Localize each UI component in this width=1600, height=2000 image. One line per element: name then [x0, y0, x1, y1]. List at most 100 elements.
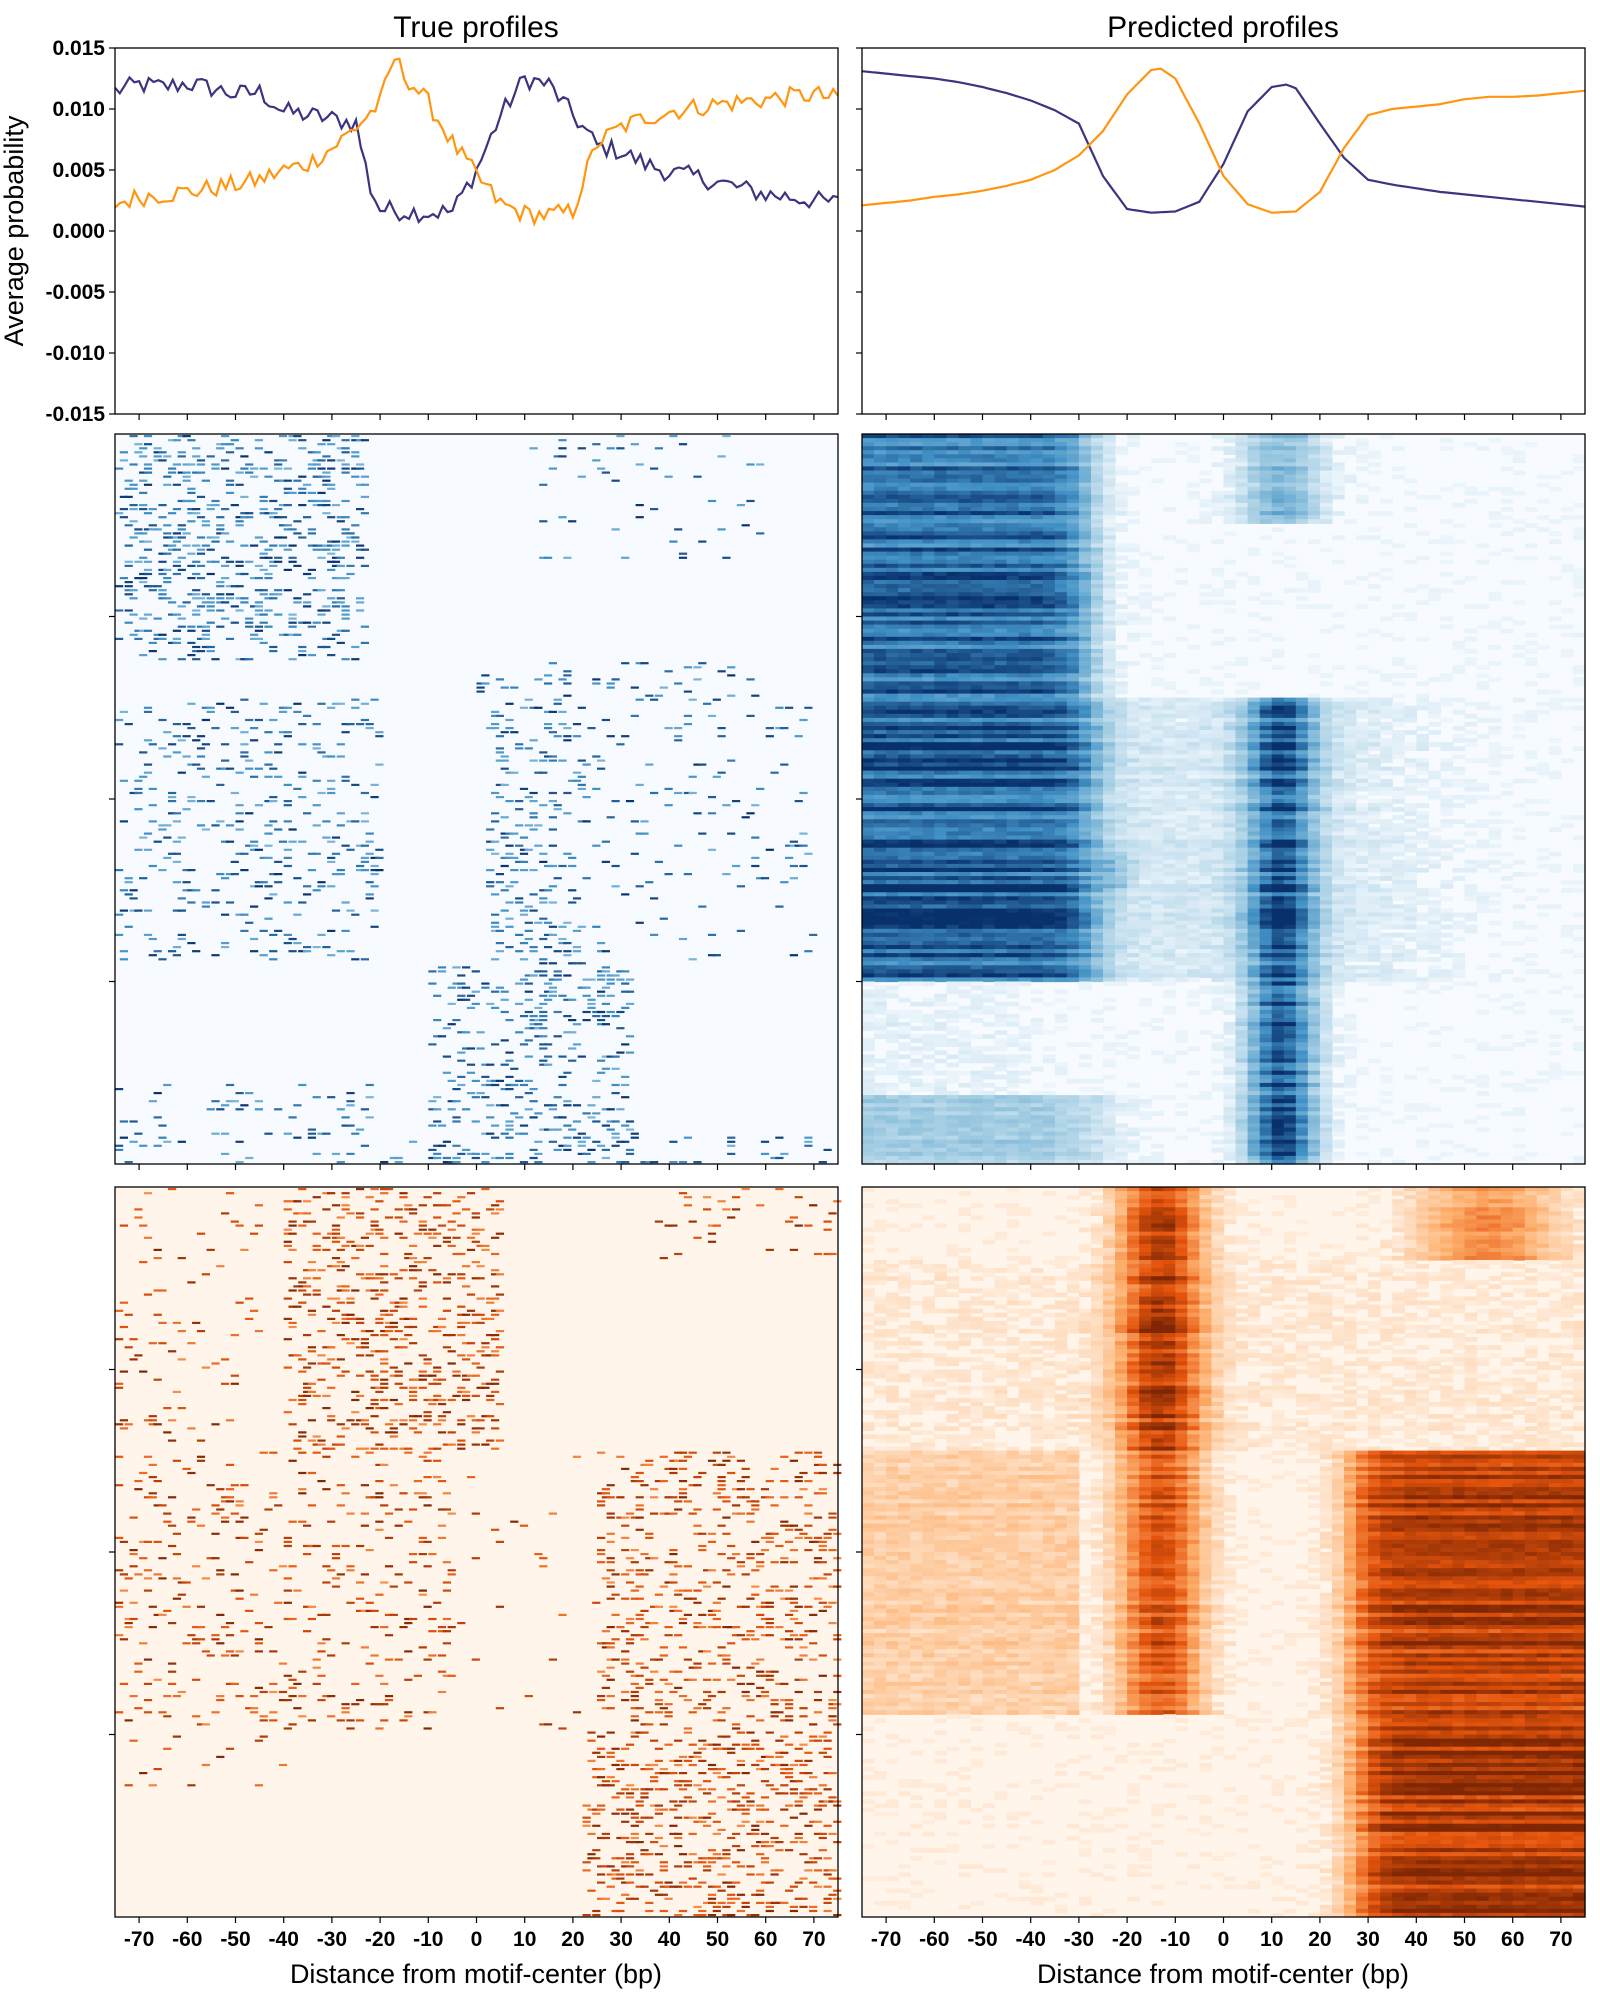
heatmap-cell [491, 840, 500, 843]
heatmap-cell [1380, 742, 1393, 747]
heatmap-cell [994, 482, 1008, 488]
heatmap-cell [1042, 697, 1056, 703]
heatmap-cell [970, 632, 984, 638]
heatmap-cell [862, 478, 875, 484]
heatmap-cell [505, 1051, 514, 1054]
heatmap-cell [515, 901, 524, 904]
heatmap-cell [568, 1059, 577, 1062]
heatmap-cell [1018, 523, 1032, 528]
heatmap-cell [1091, 531, 1104, 536]
heatmap-cell [303, 516, 312, 519]
heatmap-cell [1404, 762, 1417, 768]
heatmap-cell [1247, 717, 1261, 723]
heatmap-cell [1307, 754, 1321, 760]
heatmap-cell [293, 633, 302, 636]
heatmap-cell [693, 475, 702, 478]
heatmap-cell [1548, 705, 1562, 711]
heatmap-cell [1078, 673, 1092, 678]
heatmap-cell [886, 644, 899, 650]
heatmap-cell [254, 1108, 263, 1111]
heatmap-cell [274, 613, 283, 616]
heatmap-cell [1078, 750, 1092, 755]
heatmap-cell [1211, 766, 1225, 772]
heatmap-cell [886, 604, 899, 609]
heatmap-cell [1103, 762, 1116, 768]
heatmap-cell [1078, 551, 1092, 557]
heatmap-cell [898, 438, 911, 443]
heatmap-cell [327, 540, 336, 543]
heatmap-cell [172, 735, 181, 738]
heatmap-cell [457, 1051, 466, 1054]
heatmap-cell [922, 697, 935, 703]
heatmap-cell [466, 994, 476, 997]
heatmap-cell [1103, 738, 1116, 743]
heatmap-cell [481, 1096, 490, 1099]
heatmap-cell [1223, 515, 1237, 520]
heatmap-cell [563, 998, 572, 1001]
heatmap-cell [505, 1088, 514, 1091]
heatmap-cell [1464, 604, 1478, 609]
heatmap-cell [1295, 434, 1309, 439]
heatmap-cell [1018, 494, 1032, 500]
heatmap-cell [886, 559, 899, 565]
heatmap-cell [341, 731, 350, 734]
heatmap-cell [886, 571, 899, 577]
heatmap-cell [1018, 596, 1032, 601]
heatmap-cell [563, 1144, 572, 1147]
heatmap-cell [240, 512, 249, 515]
heatmap-cell [303, 946, 312, 949]
heatmap-cell [1006, 644, 1020, 650]
heatmap-cell [235, 1161, 244, 1164]
heatmap-cell [934, 470, 947, 476]
heatmap-cell [1006, 608, 1020, 614]
heatmap-cell [1018, 547, 1032, 553]
heatmap-cell [1151, 746, 1164, 751]
heatmap-cell [1368, 762, 1381, 768]
heatmap-cell [886, 555, 899, 561]
heatmap-cell [1091, 450, 1104, 455]
heatmap-cell [1199, 738, 1213, 743]
heatmap-cell [245, 560, 254, 563]
heatmap-cell [1283, 750, 1297, 755]
heatmap-cell [250, 544, 259, 547]
heatmap-cell [1247, 782, 1261, 788]
heatmap-cell [1175, 713, 1188, 719]
heatmap-cell [1018, 551, 1032, 557]
heatmap-cell [1091, 519, 1104, 524]
heatmap-cell [1440, 717, 1454, 723]
heatmap-cell [577, 775, 586, 778]
heatmap-cell [898, 717, 911, 723]
heatmap-cell [544, 998, 553, 1001]
heatmap-cell [1078, 535, 1092, 541]
heatmap-cell [922, 519, 935, 524]
heatmap-cell [481, 982, 490, 985]
heatmap-cell [563, 950, 572, 953]
heatmap-cell [245, 844, 254, 847]
heatmap-cell [1066, 782, 1080, 788]
heatmap-cell [380, 1161, 389, 1164]
heatmap-cell [707, 714, 717, 717]
heatmap-cell [539, 1027, 548, 1030]
heatmap-cell [664, 787, 673, 790]
heatmap-cell [139, 775, 148, 778]
heatmap-cell [1042, 604, 1056, 609]
heatmap-cell [1018, 701, 1032, 707]
heatmap-cell [1127, 697, 1140, 703]
heatmap-cell [1356, 442, 1369, 447]
heatmap-cell [922, 693, 935, 699]
heatmap-cell [1187, 738, 1200, 743]
heatmap-cell [1464, 713, 1478, 719]
heatmap-cell [1295, 458, 1309, 463]
heatmap-cell [1332, 466, 1345, 472]
heatmap-cell [322, 483, 331, 486]
heatmap-cell [1319, 466, 1333, 472]
heatmap-cell [172, 641, 181, 644]
heatmap-cell [346, 1104, 355, 1107]
heatmap-cell [143, 909, 153, 912]
heatmap-cell [433, 1120, 442, 1123]
heatmap-cell [1018, 697, 1032, 703]
heatmap-cell [433, 1152, 442, 1155]
heatmap-cell [172, 954, 181, 957]
heatmap-cell [211, 824, 220, 827]
heatmap-cell [572, 779, 582, 782]
